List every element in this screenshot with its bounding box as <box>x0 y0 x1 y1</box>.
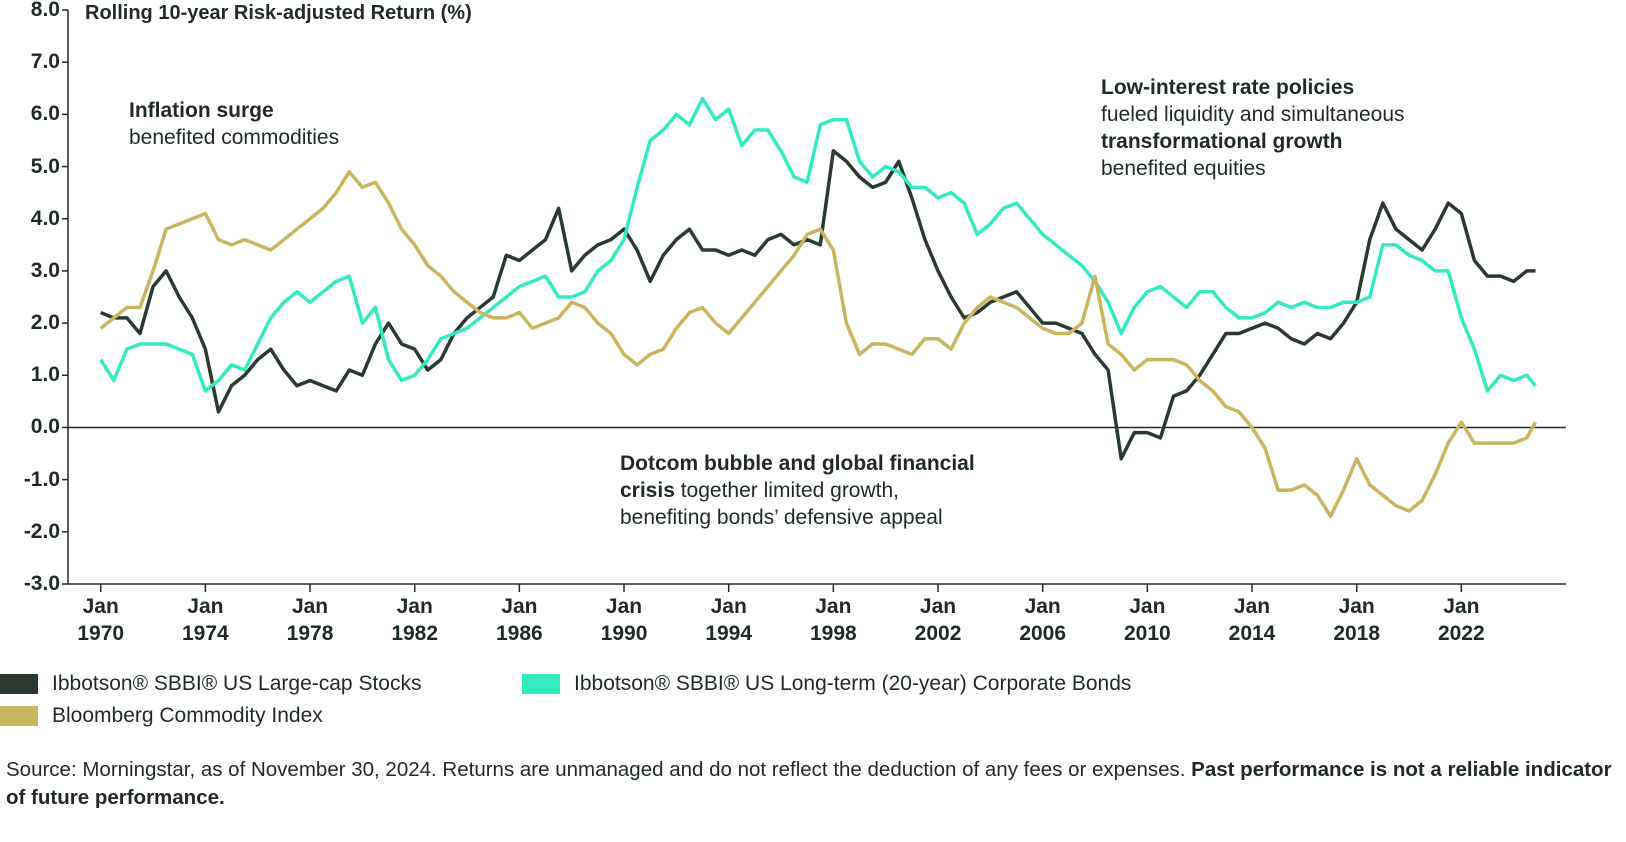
annotation-line: Low-interest rate policies <box>1101 74 1405 101</box>
legend-item: Ibbotson® SBBI® US Long-term (20-year) C… <box>522 672 1131 696</box>
annotation-text: fueled liquidity and simultaneous <box>1101 103 1405 126</box>
x-tick-label: Jan 1974 <box>182 595 229 645</box>
legend-swatch <box>0 706 38 726</box>
annotation-text: benefited commodities <box>129 126 340 149</box>
y-tick-label: -3.0 <box>23 572 60 595</box>
x-tick-label: Jan 2018 <box>1333 595 1381 645</box>
legend-item: Ibbotson® SBBI® US Large-cap Stocks <box>0 672 421 696</box>
x-tick-label: Jan 1990 <box>600 595 648 645</box>
x-tick-label: Jan 2002 <box>914 595 962 645</box>
annotation: Low-interest rate policies fueled liquidi… <box>1101 74 1405 182</box>
x-tick-label: Jan 1986 <box>496 595 543 645</box>
annotation-text: together limited growth, <box>674 479 899 502</box>
y-tick-label: 4.0 <box>30 206 60 230</box>
legend-swatch <box>522 674 560 694</box>
annotation-line: transformational growth <box>1101 128 1405 155</box>
annotation-text: crisis <box>620 479 675 502</box>
source-note: Source: Morningstar, as of November 30, … <box>6 756 1621 812</box>
source-disclaimer: Past performance is not a reliable indic… <box>6 758 1612 809</box>
annotation-text: Low-interest rate policies <box>1101 76 1355 99</box>
annotation-line: benefited commodities <box>129 124 339 151</box>
x-tick-label: Jan 1994 <box>705 595 753 645</box>
annotation-text: benefiting bonds’ defensive appeal <box>620 506 943 529</box>
y-tick-label: 1.0 <box>30 363 60 387</box>
y-tick-label: 0.0 <box>30 415 60 439</box>
y-tick-label: 8.0 <box>30 0 60 21</box>
series-line <box>99 96 1537 393</box>
x-tick-label: Jan 2022 <box>1437 595 1485 645</box>
legend-swatch <box>0 674 38 694</box>
annotation: Dotcom bubble and global financial crisis… <box>620 450 975 531</box>
y-tick-label: 6.0 <box>30 102 60 126</box>
y-tick-label: 2.0 <box>30 311 60 335</box>
annotation-line: crisis together limited growth, <box>620 477 975 504</box>
annotation-line: Dotcom bubble and global financial <box>620 450 975 477</box>
y-tick-label: 5.0 <box>30 154 60 178</box>
y-tick-label: -1.0 <box>23 467 60 491</box>
annotation-text: transformational growth <box>1101 130 1343 153</box>
annotation-line: benefited equities <box>1101 155 1405 182</box>
y-tick-label: 3.0 <box>30 258 60 282</box>
series-line <box>99 170 1537 518</box>
legend-label: Bloomberg Commodity Index <box>52 704 323 727</box>
source-text: Source: Morningstar, as of November 30, … <box>6 758 1192 781</box>
legend-label: Ibbotson® SBBI® US Large-cap Stocks <box>52 672 422 695</box>
x-tick-label: Jan 1982 <box>391 595 439 645</box>
legend-label: Ibbotson® SBBI® US Long-term (20-year) C… <box>574 672 1132 695</box>
annotation-text: Inflation surge <box>129 99 274 122</box>
annotation: Inflation surge benefited commodities <box>129 97 339 151</box>
annotation-line: fueled liquidity and simultaneous <box>1101 101 1405 128</box>
x-tick-label: Jan 2010 <box>1123 595 1171 645</box>
x-tick-label: Jan 1998 <box>809 595 857 645</box>
annotation-line: Inflation surge <box>129 97 339 124</box>
y-tick-label: 7.0 <box>30 50 60 74</box>
annotation-text: Dotcom bubble and global financial <box>620 452 975 475</box>
legend-item: Bloomberg Commodity Index <box>0 704 323 728</box>
annotation-text: benefited equities <box>1101 157 1266 180</box>
annotation-line: benefiting bonds’ defensive appeal <box>620 504 975 531</box>
x-tick-label: Jan 2014 <box>1228 595 1276 645</box>
y-axis-title: Rolling 10-year Risk-adjusted Return (%) <box>85 2 472 24</box>
x-tick-label: Jan 1970 <box>77 595 125 645</box>
x-tick-label: Jan 1978 <box>286 595 334 645</box>
x-tick-label: Jan 2006 <box>1019 595 1067 645</box>
series-line <box>100 149 1536 461</box>
y-tick-label: -2.0 <box>23 519 60 543</box>
